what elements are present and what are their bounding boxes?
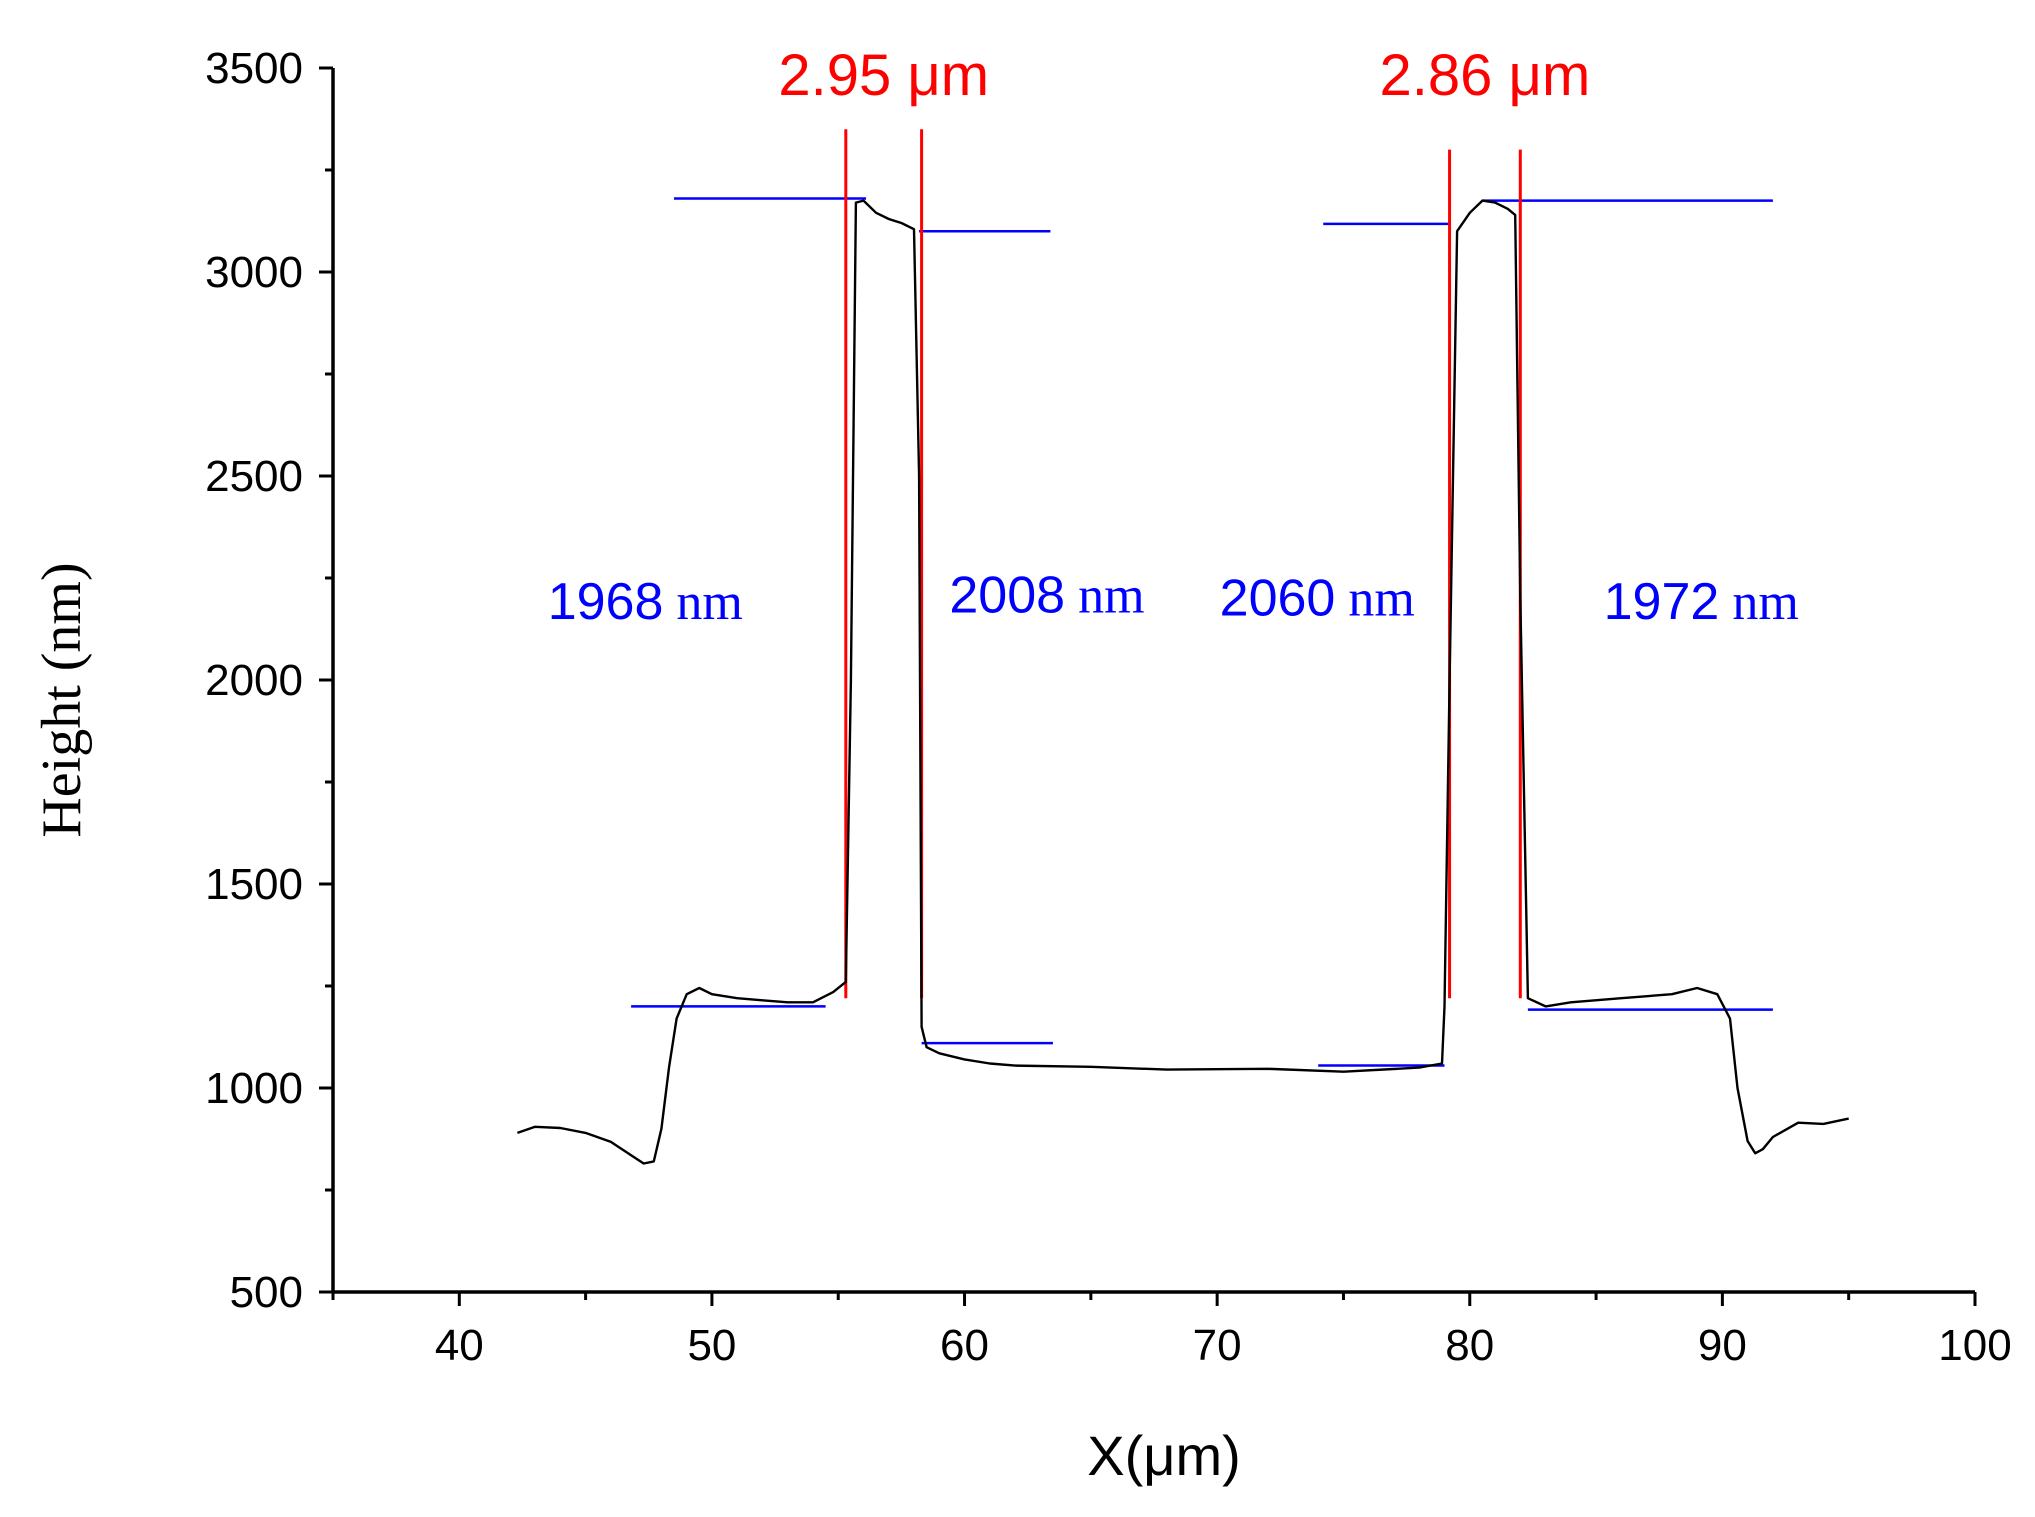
height-value: 2008 [949,567,1065,625]
width-label: 2.86 μm [1380,43,1591,108]
y-axis-title: Height (nm) [31,562,93,837]
y-tick-label: 1000 [205,1064,303,1113]
height-value: 1972 [1604,573,1720,631]
profile-series-line [517,199,1849,1165]
y-tick-label: 1500 [205,860,303,909]
width-markers-layer [844,129,1522,999]
x-axis-title: X(μm) [1087,1424,1241,1487]
level-lines-layer [631,197,1773,1067]
x-tick-label: 100 [1938,1321,2011,1370]
ticks-layer: 40 50 60 70 80 90 100 500 1000 1500 2000 2500 3000 35… [205,44,2012,1370]
height-unit-space [1719,574,1732,631]
x-tick-label: 90 [1698,1321,1747,1370]
height-unit-space [1335,571,1348,628]
y-tick-label: 3500 [205,44,303,93]
height-annotation: 1968 nm [548,573,743,631]
width-label: 2.95 μm [778,43,989,108]
y-tick-label: 500 [230,1268,303,1317]
height-unit: nm [1348,571,1414,628]
height-annotation: 2060 nm [1220,570,1415,628]
height-value: 2060 [1220,570,1336,628]
height-value: 1968 [548,573,664,631]
height-unit-space [663,574,676,631]
height-annotation: 2008 nm [949,567,1144,625]
y-tick-label: 3000 [205,248,303,297]
x-tick-label: 40 [435,1321,484,1370]
x-tick-label: 60 [940,1321,989,1370]
y-tick-label: 2500 [205,452,303,501]
x-tick-label: 80 [1445,1321,1494,1370]
height-unit: nm [1732,574,1798,631]
height-unit: nm [1078,568,1144,625]
height-unit-space [1065,568,1078,625]
height-unit: nm [676,574,742,631]
x-tick-label: 70 [1193,1321,1242,1370]
x-tick-label: 50 [687,1321,736,1370]
y-tick-label: 2000 [205,656,303,705]
height-annotation: 1972 nm [1604,573,1799,631]
